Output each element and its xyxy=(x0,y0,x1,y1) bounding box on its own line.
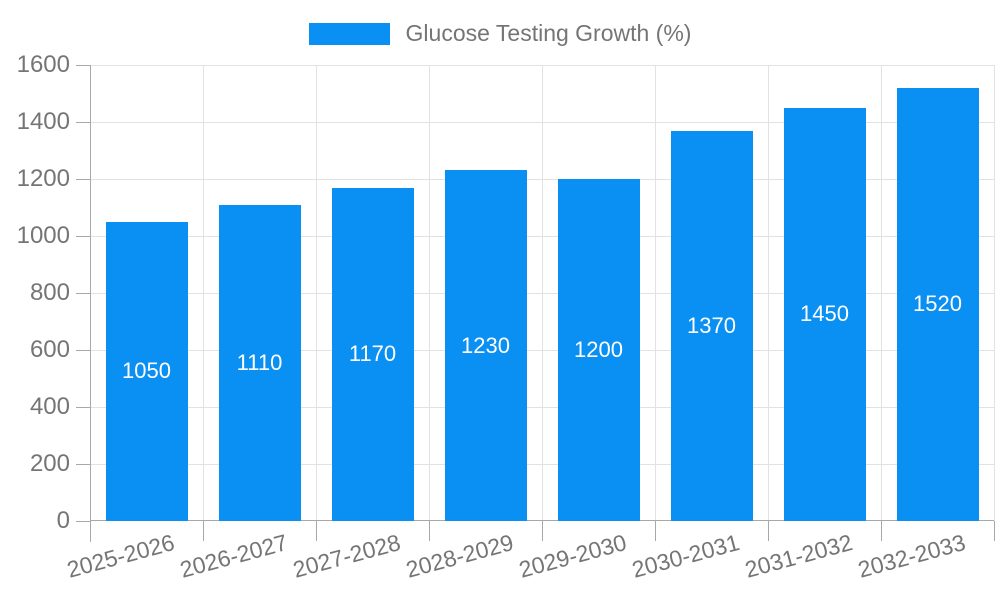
bar[interactable]: 1110 xyxy=(218,204,301,521)
y-tick-label: 1600 xyxy=(16,51,70,78)
gridline-vertical xyxy=(881,65,882,521)
x-axis-tick xyxy=(429,521,430,541)
bar[interactable]: 1450 xyxy=(783,107,866,521)
x-tick-label: 2032-2033 xyxy=(854,529,968,583)
plot-area: 0 200 400 600 800 1000 1200 1400 1600 1050 1110 117… xyxy=(17,53,995,542)
y-tick-label: 800 xyxy=(29,279,70,306)
x-tick-label: 2028-2029 xyxy=(402,529,516,583)
x-axis-tick xyxy=(203,521,204,541)
y-tick-label: 600 xyxy=(29,336,70,363)
gridline-vertical xyxy=(994,65,995,521)
y-axis-tick xyxy=(76,521,90,522)
legend-label: Glucose Testing Growth (%) xyxy=(405,20,692,46)
bar[interactable]: 1370 xyxy=(670,130,753,521)
gridline-vertical xyxy=(768,65,769,521)
bar-value-label: 1450 xyxy=(800,301,849,327)
bar[interactable]: 1520 xyxy=(896,87,979,521)
x-axis-tick xyxy=(881,521,882,541)
y-tick-label: 1000 xyxy=(16,222,70,249)
y-axis-tick xyxy=(76,464,90,465)
y-tick-label: 400 xyxy=(29,393,70,420)
y-tick-label: 1400 xyxy=(16,108,70,135)
y-axis-tick xyxy=(76,179,90,180)
bar-value-label: 1110 xyxy=(236,349,283,375)
bar-value-label: 1050 xyxy=(122,358,171,384)
x-tick-label: 2029-2030 xyxy=(515,529,629,583)
bar[interactable]: 1200 xyxy=(557,179,640,521)
y-axis-line xyxy=(90,65,91,542)
y-tick-label: 1200 xyxy=(16,165,70,192)
y-axis-tick xyxy=(76,65,90,66)
x-axis-baseline xyxy=(90,520,994,521)
y-tick-label: 0 xyxy=(56,507,70,534)
x-tick-label: 2025-2026 xyxy=(63,529,177,583)
x-tick-label: 2030-2031 xyxy=(628,529,742,583)
y-axis-tick xyxy=(76,350,90,351)
bar-value-label: 1200 xyxy=(574,337,623,362)
bar-value-label: 1170 xyxy=(348,341,397,367)
gridline-vertical xyxy=(316,65,317,521)
x-tick-label: 2026-2027 xyxy=(176,529,290,583)
legend[interactable]: Glucose Testing Growth (%) xyxy=(0,20,1000,47)
x-axis-tick xyxy=(542,521,543,541)
bar[interactable]: 1050 xyxy=(105,221,188,521)
x-tick-label: 2031-2032 xyxy=(741,529,855,583)
x-axis-tick xyxy=(316,521,317,541)
gridline-vertical xyxy=(429,65,430,521)
x-axis-tick xyxy=(655,521,656,541)
y-axis-tick xyxy=(76,236,90,237)
x-axis-tick xyxy=(994,521,995,541)
bar[interactable]: 1170 xyxy=(331,187,414,521)
bar-value-label: 1230 xyxy=(461,332,510,358)
y-axis-tick xyxy=(76,293,90,294)
x-tick-label: 2027-2028 xyxy=(289,529,403,583)
gridline-vertical xyxy=(203,65,204,521)
y-axis-tick xyxy=(76,407,90,408)
bar-value-label: 1370 xyxy=(687,312,736,338)
gridline-vertical xyxy=(655,65,656,521)
legend-swatch[interactable] xyxy=(308,22,390,45)
gridline-vertical xyxy=(542,65,543,521)
bar[interactable]: 1230 xyxy=(444,170,527,521)
bar-value-label: 1520 xyxy=(913,291,962,317)
x-axis-tick xyxy=(768,521,769,541)
y-axis-tick xyxy=(76,122,90,123)
y-tick-label: 200 xyxy=(29,450,70,477)
